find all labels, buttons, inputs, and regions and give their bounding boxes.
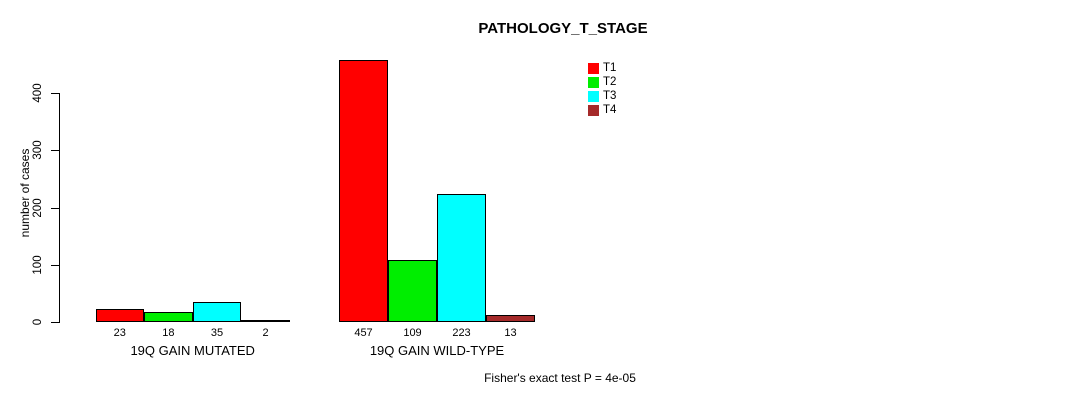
bar-value-label: 223 [452, 327, 471, 339]
y-tick-label: 0 [32, 318, 44, 326]
legend-item: T3 [588, 91, 616, 103]
legend-item: T4 [588, 105, 616, 117]
bar [437, 194, 486, 322]
bar-value-label: 2 [262, 327, 269, 339]
y-axis-line [59, 93, 60, 323]
bar-value-label: 109 [403, 327, 422, 339]
bar [192, 301, 242, 322]
y-tick-label: 400 [32, 83, 44, 103]
legend-item-label: T1 [603, 62, 617, 75]
y-tick [51, 207, 59, 209]
legend-item: T2 [588, 77, 616, 89]
y-tick-label: 200 [32, 197, 44, 218]
y-axis-label: number of cases [18, 148, 32, 238]
legend-swatch [588, 91, 599, 103]
bar [388, 259, 437, 322]
y-tick [51, 150, 59, 152]
bar-value-label: 23 [113, 327, 126, 339]
legend-swatch [588, 63, 599, 75]
category-label: 19Q GAIN WILD-TYPE [369, 343, 505, 358]
y-tick [51, 93, 59, 94]
category-label: 19Q GAIN MUTATED [130, 343, 255, 358]
y-tick-label: 300 [32, 140, 44, 160]
y-tick [51, 322, 59, 323]
bar [486, 314, 535, 322]
bar [144, 311, 193, 322]
annotation-text: Fisher's exact test P = 4e-05 [484, 371, 636, 385]
bar [95, 308, 145, 322]
bar-value-label: 35 [210, 327, 224, 339]
legend: T1 T2 T3 T4 [588, 63, 616, 119]
legend-item: T1 [588, 63, 616, 75]
bar-value-label: 457 [354, 327, 373, 339]
chart-title: PATHOLOGY_T_STAGE [478, 20, 648, 37]
legend-swatch [588, 77, 599, 89]
bar-value-label: 18 [162, 327, 175, 339]
legend-swatch [588, 105, 599, 117]
legend-item-label: T3 [603, 90, 617, 103]
bar [339, 60, 388, 322]
legend-item-label: T4 [603, 104, 617, 117]
y-tick-label: 100 [32, 255, 44, 275]
legend-item-label: T2 [603, 76, 617, 89]
bar-value-label: 13 [504, 327, 517, 339]
bar [241, 319, 290, 322]
y-tick [51, 264, 59, 266]
